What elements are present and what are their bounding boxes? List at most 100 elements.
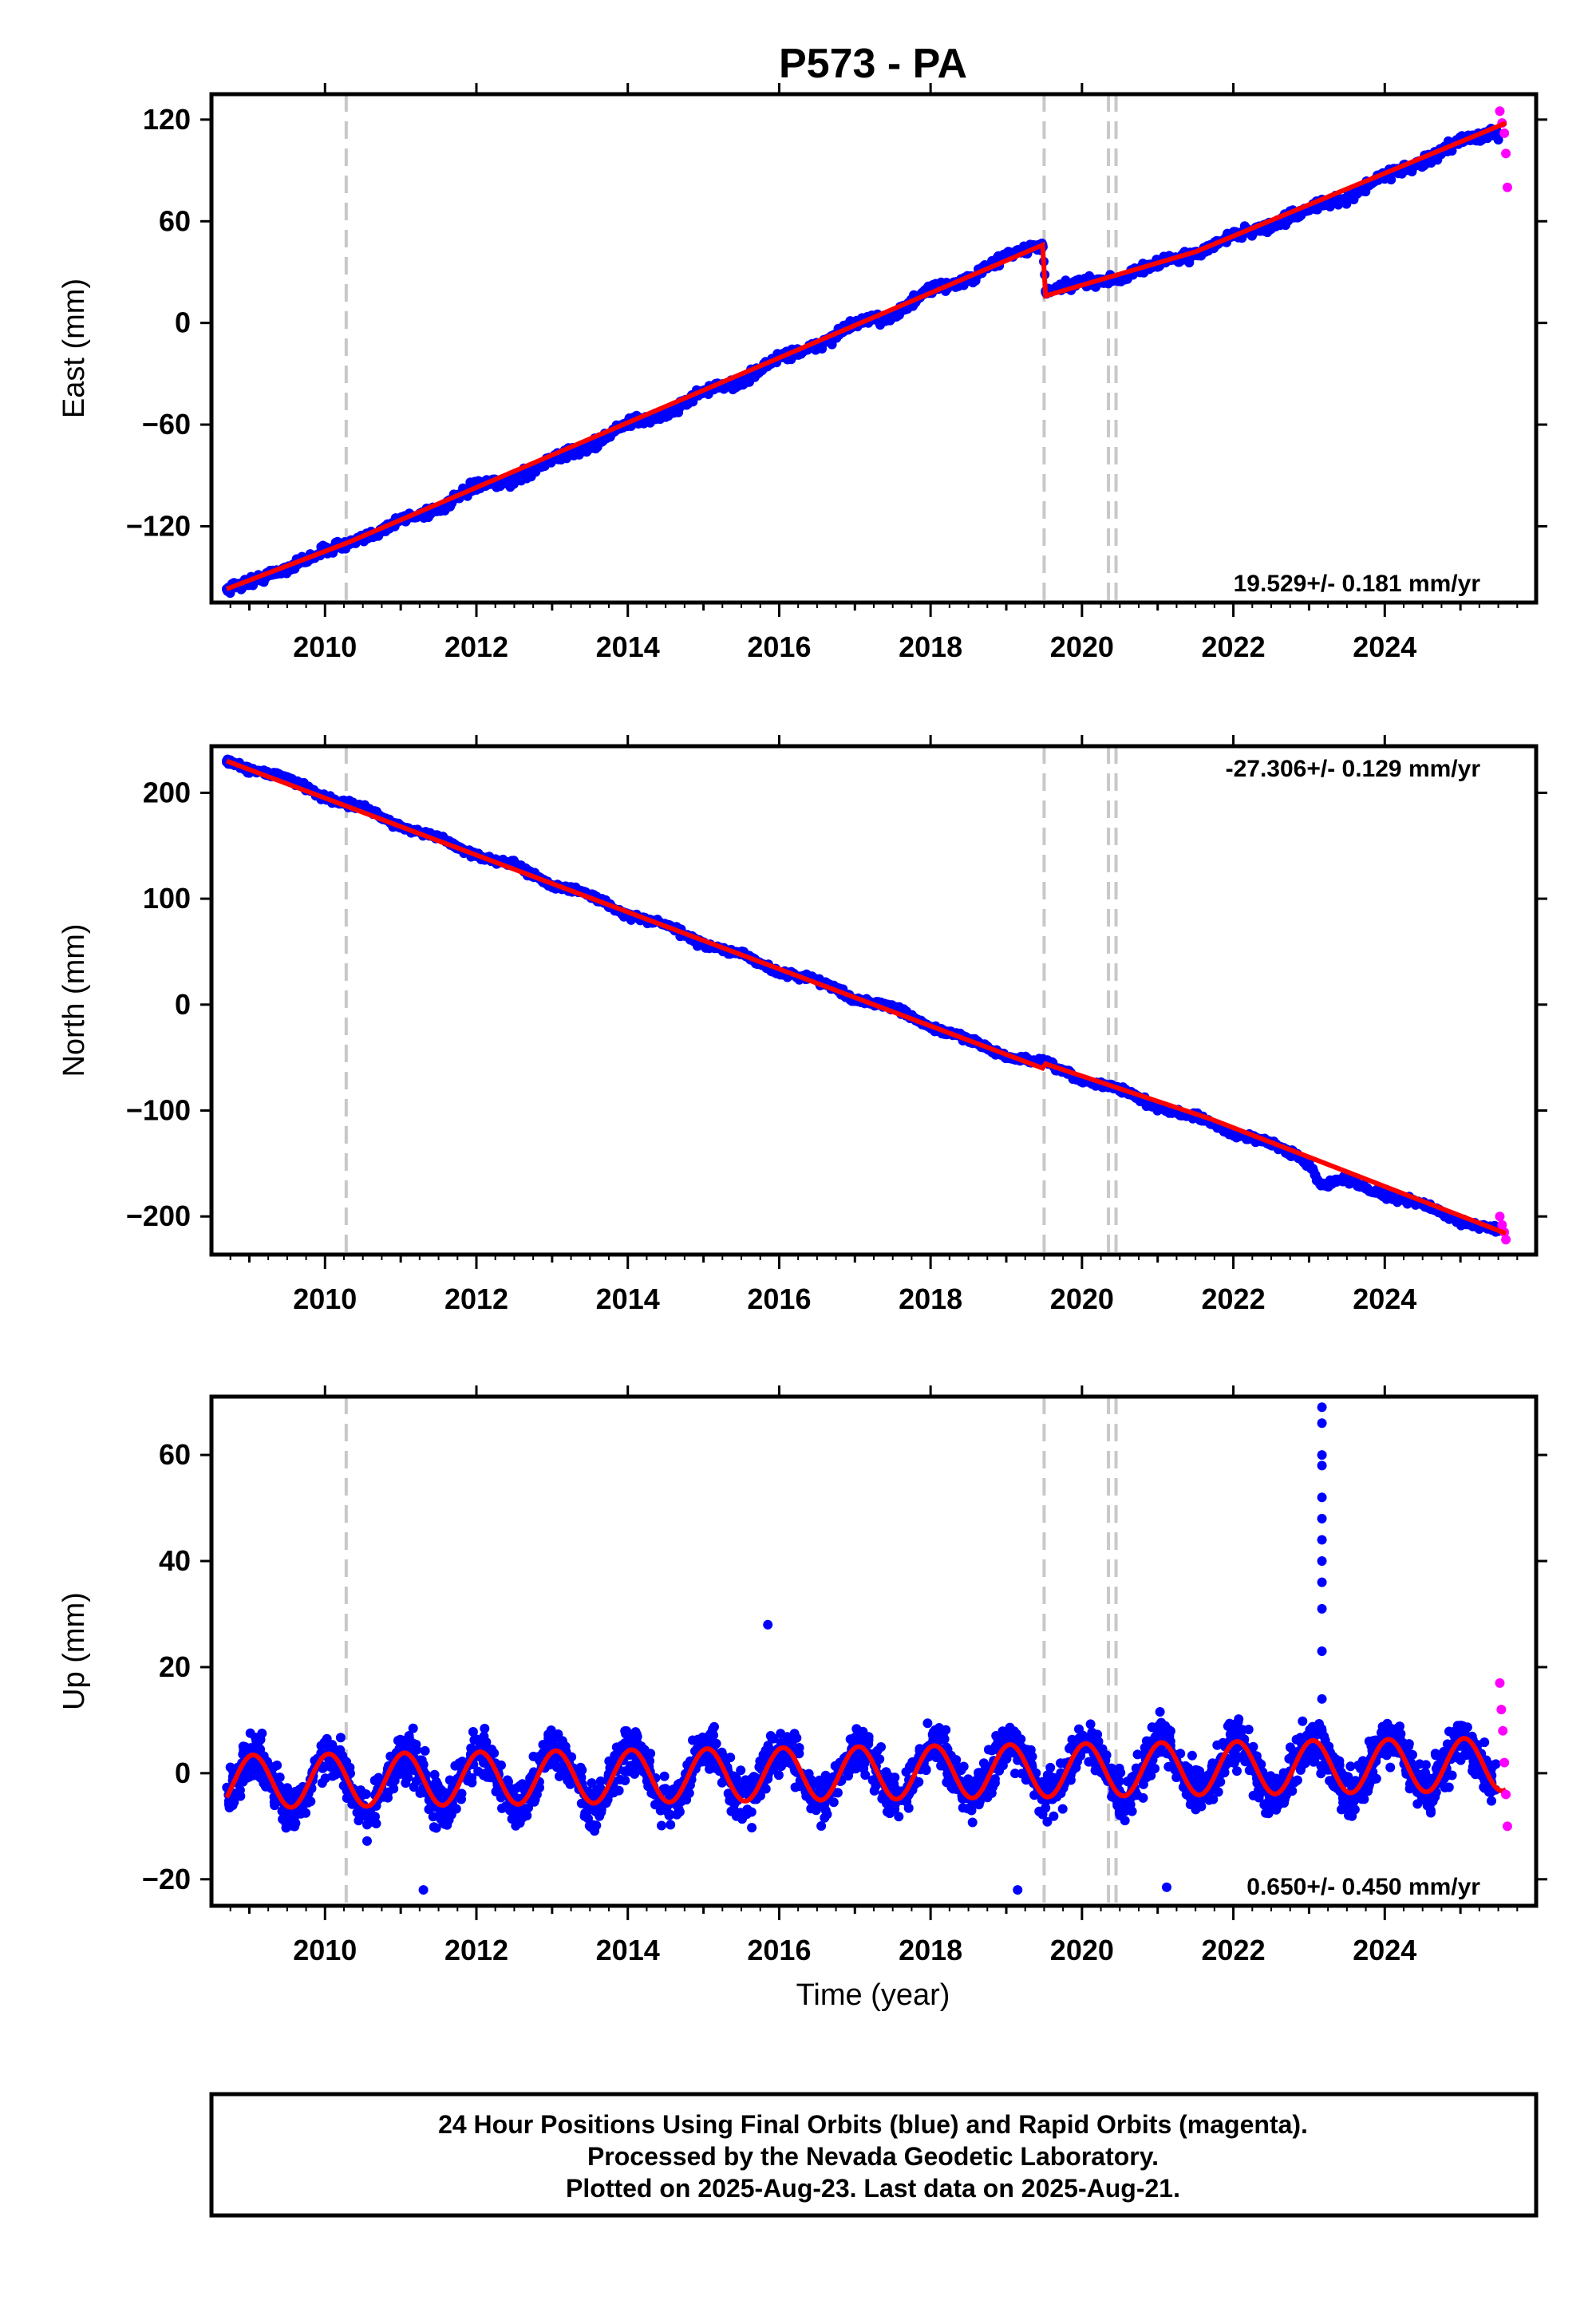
final-orbit-point: [404, 1731, 414, 1741]
x-tick-label: 2020: [1050, 1282, 1114, 1315]
y-axis-title: North (mm): [57, 923, 91, 1077]
final-orbit-point: [894, 1812, 904, 1822]
final-orbit-point: [1487, 1796, 1496, 1806]
final-orbit-point: [595, 1811, 605, 1821]
rapid-orbit-point: [1495, 106, 1505, 117]
final-orbit-point: [877, 1793, 887, 1804]
model-fit-line: [225, 121, 1507, 591]
final-orbit-point: [1345, 1761, 1356, 1772]
x-tick-label: 2018: [899, 1282, 962, 1315]
x-tick-label: 2010: [293, 1282, 357, 1315]
final-orbit-point: [528, 1751, 539, 1761]
y-tick-label: 100: [143, 882, 191, 915]
final-orbit-point: [1309, 1757, 1319, 1767]
final-orbit-point: [1298, 1716, 1308, 1726]
final-orbit-point: [480, 1723, 490, 1733]
final-orbit-point: [587, 1778, 597, 1788]
x-tick-label: 2022: [1202, 1282, 1266, 1315]
x-tick-label: 2024: [1353, 630, 1416, 663]
x-tick-label: 2016: [747, 630, 811, 663]
y-tick-label: 60: [159, 204, 191, 237]
x-tick-label: 2014: [596, 1282, 660, 1315]
panel-frame: [209, 92, 1539, 605]
final-orbit-point: [1341, 194, 1352, 204]
y-tick-label: 0: [175, 988, 191, 1021]
velocity-label: 19.529+/- 0.181 mm/yr: [1234, 571, 1481, 597]
model-fit-line: [225, 758, 1507, 1236]
y-tick-label: −120: [126, 509, 191, 542]
x-tick-label: 2014: [596, 630, 660, 663]
x-tick-label: 2024: [1353, 1282, 1416, 1315]
final-orbit-point: [473, 1766, 484, 1777]
final-orbit-point: [509, 476, 519, 486]
x-tick-label: 2012: [444, 1282, 508, 1315]
y-tick-label: 200: [143, 776, 191, 808]
final-orbit-point: [463, 1776, 473, 1786]
final-orbit-point: [1287, 1786, 1298, 1796]
final-orbit-point: [1385, 1762, 1396, 1773]
final-orbit-point: [824, 1774, 833, 1784]
final-orbit-point: [773, 1770, 784, 1780]
final-orbit-point: [1085, 1719, 1096, 1729]
rapid-orbit-point: [1497, 1219, 1507, 1230]
final-orbit-point: [555, 1771, 564, 1781]
final-orbit-point: [1395, 1721, 1404, 1732]
x-tick-label: 2016: [747, 1282, 811, 1315]
final-orbit-point: [1232, 1766, 1242, 1777]
rapid-orbit-point: [1501, 148, 1511, 159]
final-orbit-point: [1285, 1742, 1295, 1753]
final-orbit-point: [585, 441, 595, 452]
rapid-orbit-point: [1501, 1235, 1511, 1245]
final-orbit-point: [1243, 1725, 1254, 1735]
final-orbit-point: [420, 1745, 430, 1756]
x-tick-label: 2012: [444, 630, 508, 663]
final-orbit-point: [1444, 1782, 1454, 1792]
y-tick-label: −60: [142, 408, 191, 441]
final-orbit-point: [1341, 1174, 1352, 1184]
data-points: [221, 106, 1512, 599]
final-orbit-point: [553, 1729, 563, 1739]
final-orbit-point: [737, 377, 746, 387]
final-orbit-point: [1291, 1776, 1301, 1786]
final-orbit-point: [1417, 159, 1428, 169]
final-orbit-point: [875, 1754, 885, 1765]
final-orbit-point: [429, 1822, 439, 1832]
final-orbit-point: [1456, 1216, 1466, 1227]
x-tick-label: 2022: [1202, 630, 1266, 663]
final-orbit-point: [1228, 1128, 1238, 1139]
final-orbit-point: [967, 1817, 978, 1828]
final-orbit-point: [1260, 1799, 1270, 1809]
final-orbit-point: [887, 311, 898, 322]
rapid-orbit-point: [1495, 1211, 1505, 1222]
final-orbit-point: [1213, 1787, 1223, 1797]
figure-title: P573 - PA: [779, 41, 967, 87]
x-tick-label: 2010: [293, 630, 357, 663]
final-orbit-point: [659, 1771, 670, 1781]
final-orbit-point: [317, 1778, 327, 1788]
x-tick-label: 2018: [899, 630, 962, 663]
y-tick-label: 0: [175, 306, 191, 339]
final-orbit-point: [1155, 1707, 1165, 1717]
final-orbit-point: [922, 1718, 933, 1729]
final-orbit-point: [666, 1820, 676, 1830]
final-orbit-point: [1380, 1190, 1390, 1200]
final-orbit-point: [1234, 1714, 1244, 1725]
final-orbit-point: [760, 1784, 771, 1794]
rapid-orbit-point: [1502, 182, 1512, 192]
final-orbit-point: [1248, 1790, 1258, 1800]
final-orbit-point: [1386, 175, 1396, 185]
x-tick-label: 2020: [1050, 630, 1114, 663]
final-orbit-point: [1479, 1737, 1490, 1748]
final-orbit-point: [1057, 1804, 1068, 1814]
final-orbit-point: [335, 1733, 346, 1743]
final-orbit-point: [872, 1745, 883, 1756]
final-orbit-point: [303, 1797, 314, 1808]
data-points: [222, 1402, 1512, 1895]
final-orbit-point: [661, 409, 671, 420]
final-orbit-point: [1138, 1792, 1148, 1803]
final-orbit-point: [754, 1762, 764, 1773]
y-tick-label: −200: [126, 1199, 191, 1232]
